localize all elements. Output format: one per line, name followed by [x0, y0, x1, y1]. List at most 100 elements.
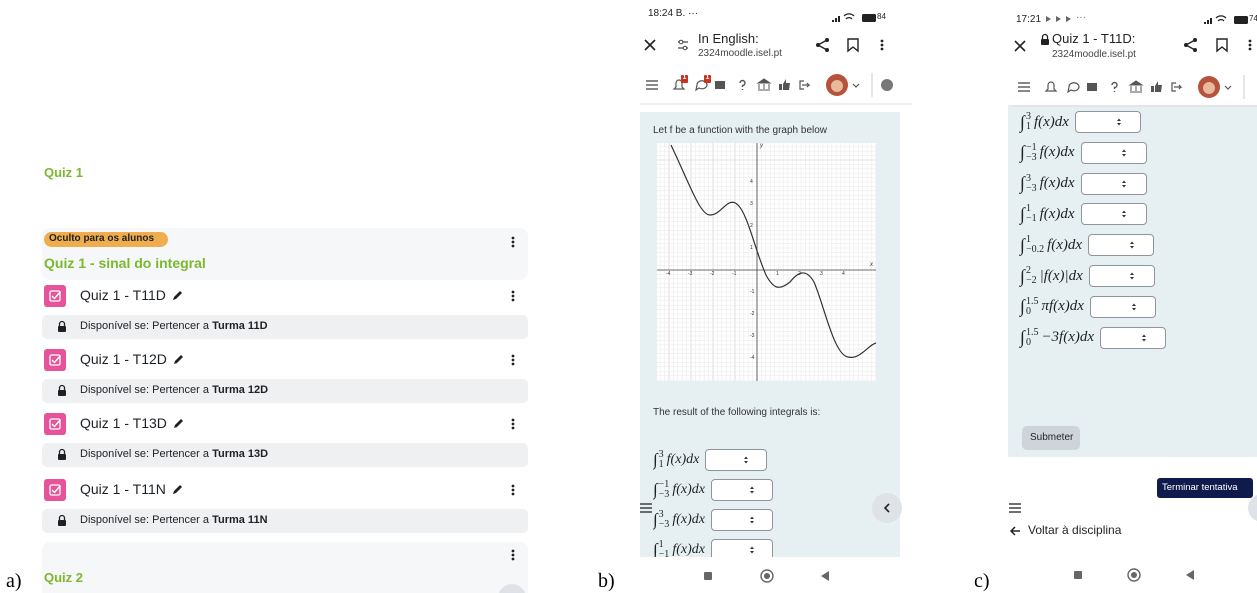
answer-select[interactable]	[1074, 111, 1141, 133]
finish-button-bg[interactable]	[1157, 478, 1253, 498]
kebab-menu[interactable]	[880, 39, 884, 51]
nav-bar	[640, 558, 900, 593]
upper-limit: 1	[1025, 203, 1031, 215]
restriction-prefix: Disponível se: Pertencer a	[80, 384, 213, 396]
answer-select[interactable]	[705, 449, 768, 471]
integral-sign: ∫	[1020, 296, 1025, 317]
logout-icon[interactable]	[799, 80, 811, 90]
help-icon[interactable]	[739, 79, 746, 91]
quiz-icon-bg[interactable]	[44, 479, 66, 501]
kebab-menu[interactable]	[511, 484, 515, 496]
prompt: The result of the following integrals is…	[653, 407, 821, 418]
menu-icon[interactable]	[1018, 82, 1030, 92]
nav-back-triangle[interactable]	[821, 571, 829, 581]
drawer-toggle[interactable]	[872, 493, 902, 523]
avatar-face	[1203, 82, 1215, 94]
kebab-menu[interactable]	[511, 418, 515, 430]
edit-icon[interactable]	[172, 289, 184, 301]
menu-icon[interactable]	[1009, 503, 1021, 513]
lower-limit: −1	[1025, 213, 1037, 225]
nav-back-triangle[interactable]	[1186, 570, 1194, 580]
integral-row: ∫ 1.5 0 πf(x)dx	[1020, 295, 1156, 318]
finish-button[interactable]: Terminar tentativa	[1162, 482, 1238, 493]
kebab-menu[interactable]	[511, 290, 515, 302]
status-time: 18:24 B. ···	[648, 8, 699, 19]
answer-select[interactable]	[1088, 234, 1155, 257]
nav-home-square[interactable]	[704, 572, 712, 580]
subsection-title[interactable]: Quiz 1 - sinal do integral	[44, 255, 206, 271]
thumb-icon[interactable]	[779, 79, 790, 90]
kebab-dot	[511, 240, 515, 244]
activity-title[interactable]: Quiz 1 - T13D	[80, 415, 167, 431]
kebab-dot	[511, 236, 515, 240]
chat-icon[interactable]	[1067, 82, 1080, 94]
answer-select[interactable]	[1080, 172, 1147, 195]
close-icon[interactable]	[1014, 40, 1026, 52]
bookmark-icon[interactable]	[847, 38, 859, 53]
submit-button-bg[interactable]	[1022, 426, 1080, 450]
share-icon[interactable]	[1184, 38, 1197, 52]
kebab-dot	[880, 47, 884, 51]
pencil	[173, 355, 183, 364]
page-title: Quiz 1 - T11D:	[1052, 31, 1136, 46]
scroll-button[interactable]	[498, 584, 526, 593]
answer-select[interactable]	[710, 539, 773, 557]
edit-icon[interactable]	[173, 417, 185, 429]
integrand: f(x)dx	[672, 542, 705, 557]
bookmark-icon[interactable]	[1216, 38, 1228, 53]
activity-title[interactable]: Quiz 1 - T11N	[80, 481, 166, 497]
answer-select[interactable]	[1080, 203, 1147, 226]
nav-home-circle[interactable]	[1127, 568, 1141, 582]
graph-area	[657, 143, 876, 381]
back-arrow[interactable]	[1009, 526, 1020, 536]
restriction-prefix: Disponível se: Pertencer a	[80, 514, 213, 526]
menu-icon[interactable]	[640, 503, 652, 513]
kebab-menu[interactable]	[511, 236, 515, 248]
kebab-menu[interactable]	[511, 549, 515, 561]
thumb-icon[interactable]	[1151, 81, 1162, 92]
menu-icon[interactable]	[646, 80, 658, 90]
bell-icon[interactable]	[672, 79, 686, 90]
kebab-menu[interactable]	[511, 354, 515, 366]
answer-select[interactable]	[710, 479, 773, 501]
answer-select[interactable]	[710, 509, 773, 531]
bell-icon[interactable]	[1044, 81, 1058, 92]
kebab-menu[interactable]	[1248, 39, 1252, 51]
share-icon[interactable]	[816, 38, 829, 52]
mail-icon[interactable]	[1087, 83, 1097, 91]
bank-icon[interactable]	[756, 78, 772, 91]
graph-y-tick: 1	[750, 245, 753, 251]
restriction-bg	[42, 379, 528, 403]
integral-row: ∫ 2 −2 |f(x)|dx	[1020, 265, 1155, 287]
answer-select[interactable]	[1080, 141, 1147, 164]
lock-icon	[58, 454, 66, 460]
arrow-down	[749, 551, 754, 554]
bank-icon[interactable]	[1128, 80, 1144, 93]
integral-sign: ∫	[1020, 111, 1025, 132]
quiz-icon-bg[interactable]	[44, 285, 66, 307]
arrow-up	[749, 486, 754, 489]
drawer-toggle[interactable]	[1248, 494, 1257, 522]
mail-icon[interactable]	[715, 81, 725, 89]
back-link[interactable]: Voltar à disciplina	[1028, 523, 1122, 537]
nav-home-circle[interactable]	[760, 569, 774, 583]
activity-title[interactable]: Quiz 1 - T12D	[80, 351, 167, 367]
nav-home-square[interactable]	[1074, 571, 1082, 579]
answer-select[interactable]	[1100, 326, 1167, 349]
integral-row: ∫ 1 −1 f(x)dx	[1020, 203, 1147, 226]
edit-icon[interactable]	[173, 353, 185, 365]
answer-select[interactable]	[1089, 295, 1156, 318]
help-icon[interactable]	[1111, 81, 1118, 93]
submit-button[interactable]: Submeter	[1030, 432, 1074, 443]
quiz-icon-bg[interactable]	[44, 413, 66, 435]
activity-title[interactable]: Quiz 1 - T11D	[80, 287, 166, 303]
graph-y-tick: -4	[750, 355, 755, 361]
share-node	[1184, 43, 1188, 47]
edit-icon[interactable]	[172, 483, 184, 495]
close-icon[interactable]	[644, 39, 656, 51]
quiz-icon-bg[interactable]	[44, 349, 66, 371]
answer-select[interactable]	[1088, 265, 1155, 287]
chat-icon[interactable]	[695, 80, 708, 92]
logout-icon[interactable]	[1171, 82, 1183, 92]
